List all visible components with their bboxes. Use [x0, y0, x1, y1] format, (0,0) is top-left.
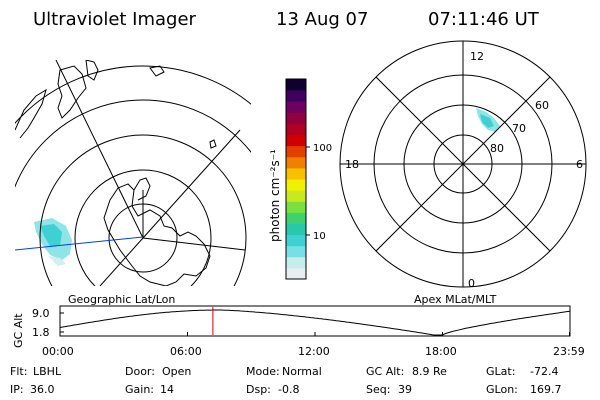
status-seq-value: 39 [398, 383, 412, 396]
status-door-label: Door: [125, 365, 155, 378]
colorbar-band [286, 190, 306, 202]
alt-tick-9: 9.0 [32, 307, 50, 320]
x-tick-2359: 23:59 [553, 345, 585, 358]
geo-latitude-circles [15, 65, 251, 286]
apex-mlt-lines [340, 41, 586, 287]
status-gcalt-label: GC Alt: [366, 365, 404, 378]
new-zealand-coastline [57, 65, 87, 119]
status-flt-value: LBHL [33, 365, 62, 378]
colorbar-band [286, 112, 306, 124]
altitude-plot: 9.0 1.8 GC Alt 00:00 06:00 12:00 18:00 2… [12, 305, 585, 358]
status-gcalt-value: 8.9 Re [412, 365, 447, 378]
colorbar-unit-label: photon cm⁻²s⁻¹ [268, 149, 282, 242]
colorbar-band [286, 267, 306, 280]
status-glat-value: -72.4 [530, 365, 558, 378]
colorbar-band [286, 134, 306, 147]
status-seq-label: Seq: [366, 383, 390, 396]
x-tick-0600: 06:00 [170, 345, 202, 358]
geo-spacecraft-track [15, 236, 144, 251]
status-dsp-value: -0.8 [278, 383, 299, 396]
mlat-label-70: 70 [512, 122, 526, 135]
altitude-curve [59, 309, 571, 336]
status-mode-value: Normal [282, 365, 322, 378]
colorbar-band [286, 179, 306, 191]
geographic-map [15, 60, 251, 286]
colorbar-band [286, 234, 306, 247]
geo-aurora-patch [34, 218, 72, 266]
colorbar-band [286, 145, 306, 158]
x-tick-1800: 18:00 [425, 345, 457, 358]
status-ip-value: 36.0 [30, 383, 55, 396]
mlt-label-12: 12 [470, 50, 484, 63]
status-gain-label: Gain: [125, 383, 154, 396]
colorbar-band [286, 245, 306, 258]
colorbar-band [286, 101, 306, 113]
colorbar-band [286, 90, 306, 102]
date-label: 13 Aug 07 [276, 9, 368, 30]
australia-coastline [15, 88, 47, 139]
geo-panel-label: Geographic Lat/Lon [68, 293, 175, 306]
mlt-label-18: 18 [345, 158, 359, 171]
colorbar-tick-100: 100 [313, 143, 332, 154]
time-label: 07:11:46 UT [428, 9, 540, 30]
colorbar: 100 10 photon cm⁻²s⁻¹ [268, 78, 332, 280]
colorbar-tick-10: 10 [313, 231, 326, 242]
status-dsp-label: Dsp: [246, 383, 271, 396]
status-row-1: Flt: LBHL Door: Open Mode: Normal GC Alt… [10, 365, 558, 378]
status-glat-label: GLat: [486, 365, 515, 378]
colorbar-band [286, 156, 306, 169]
colorbar-band [286, 256, 306, 269]
status-gain-value: 14 [160, 383, 174, 396]
colorbar-band [286, 223, 306, 236]
status-glon-label: GLon: [486, 383, 518, 396]
status-flt-label: Flt: [10, 365, 27, 378]
mlt-label-0: 0 [468, 277, 475, 290]
mlat-label-80: 80 [490, 142, 504, 155]
colorbar-band [286, 79, 306, 91]
apex-polar-plot: 12 18 6 0 60 70 80 [339, 40, 587, 290]
apex-aurora-patch [476, 108, 500, 132]
mlt-label-6: 6 [576, 158, 583, 171]
status-ip-label: IP: [10, 383, 24, 396]
colorbar-band [286, 167, 306, 180]
alt-ylabel: GC Alt [12, 313, 25, 348]
status-door-value: Open [162, 365, 191, 378]
apex-panel-label: Apex MLat/MLT [414, 293, 497, 306]
mlat-label-60: 60 [535, 99, 549, 112]
colorbar-band [286, 201, 306, 213]
status-mode-label: Mode: [246, 365, 280, 378]
instrument-title: Ultraviolet Imager [33, 9, 197, 30]
x-tick-0000: 00:00 [42, 345, 74, 358]
status-row-2: IP: 36.0 Gain: 14 Dsp: -0.8 Seq: 39 GLon… [10, 383, 562, 396]
alt-tick-1.8: 1.8 [32, 326, 50, 339]
antarctica-coastline [103, 183, 211, 286]
colorbar-band [286, 212, 306, 224]
colorbar-band [286, 123, 306, 136]
status-glon-value: 169.7 [530, 383, 562, 396]
x-tick-1200: 12:00 [298, 345, 330, 358]
